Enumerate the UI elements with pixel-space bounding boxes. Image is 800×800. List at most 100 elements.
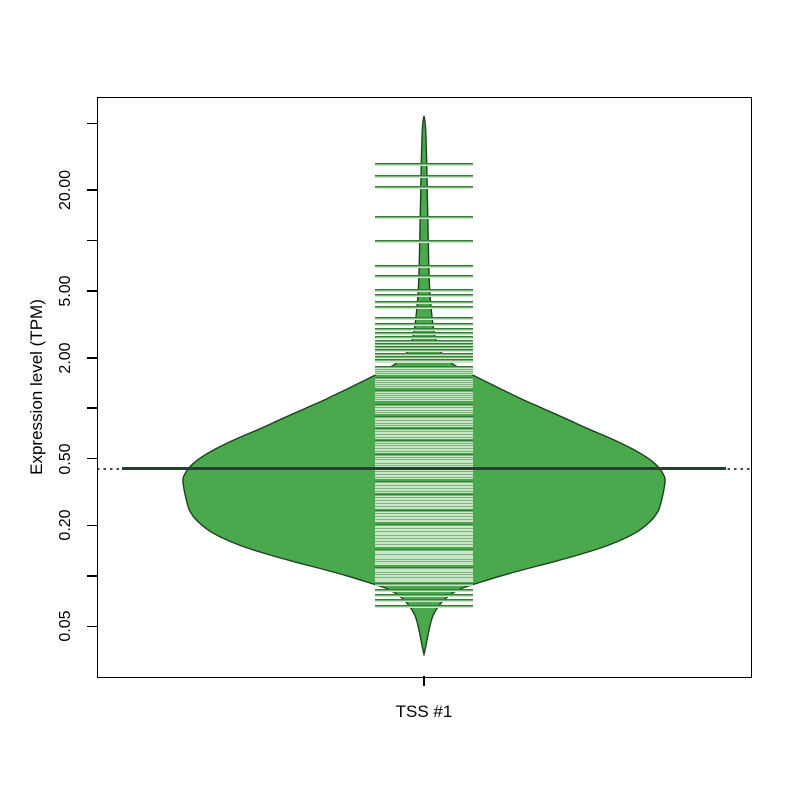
y-axis-tick: [87, 189, 97, 191]
plot-border-box: [97, 97, 752, 678]
beanline-observation: [375, 599, 473, 603]
beanline-observation: [375, 365, 473, 369]
beanline-observation: [375, 215, 473, 219]
beanline-observation: [375, 594, 473, 598]
beanline-observation: [375, 442, 473, 446]
beanline-observation: [375, 529, 473, 533]
beanline-observation: [375, 316, 473, 320]
beanline-observation: [375, 377, 473, 381]
beanline-observation: [375, 300, 473, 304]
beanline-observation: [375, 428, 473, 432]
beanline-observation: [375, 504, 473, 508]
beanline-observation: [375, 510, 473, 514]
beanline-observation: [375, 327, 473, 331]
y-axis-tick: [87, 122, 97, 125]
beanline-observation: [375, 531, 473, 535]
beanline-observation: [375, 604, 473, 608]
beanline-observation: [375, 369, 473, 373]
beanline-observation: [375, 265, 473, 269]
beanline-observation: [375, 340, 473, 343]
beanline-observation: [375, 542, 473, 546]
beanline-observation: [375, 480, 473, 484]
beanline-observation: [375, 411, 473, 415]
y-axis-tick: [87, 524, 97, 527]
bean-average-line: [122, 467, 726, 471]
beanline-observation: [375, 305, 473, 309]
beanline-observation: [375, 534, 473, 538]
beanline-observation: [375, 381, 473, 385]
beanline-observation: [375, 358, 473, 362]
beanline-observation: [375, 239, 473, 243]
beanline-observation: [375, 379, 473, 383]
beanline-observation: [375, 486, 473, 490]
beanline-observation: [375, 457, 473, 461]
beanline-observation: [375, 455, 473, 459]
beanline-observation: [375, 474, 473, 478]
beanline-observation: [375, 497, 473, 501]
beanline-observation: [375, 405, 473, 409]
beanline-observation: [375, 566, 473, 570]
beanline-observation: [375, 417, 473, 421]
beanline-observation: [375, 431, 473, 435]
beanline-observation: [375, 356, 473, 360]
y-axis-tick: [87, 407, 97, 409]
beanline-observation: [375, 471, 473, 475]
beanline-observation: [375, 342, 473, 346]
beanline-observation: [375, 288, 473, 292]
beanline-observation: [375, 460, 473, 464]
beanline-observation: [375, 323, 473, 327]
beanline-observation: [375, 548, 473, 552]
beanline-observation: [375, 537, 473, 541]
y-axis-tick: [87, 457, 97, 460]
beanline-observation: [375, 559, 473, 563]
beanline-observation: [375, 511, 473, 515]
beanline-observation: [375, 331, 473, 335]
beanline-observation: [375, 555, 473, 559]
y-axis-tick: [87, 575, 97, 577]
y-axis-tick: [87, 290, 97, 292]
beanline-observation: [375, 394, 473, 398]
beanline-observation: [375, 550, 473, 554]
y-axis-tick: [87, 625, 97, 628]
beanline-observation: [375, 360, 473, 364]
beanline-observation: [375, 275, 473, 279]
beanline-observation: [375, 415, 473, 419]
beanline-observation: [375, 429, 473, 433]
beanline-observation: [375, 349, 473, 353]
y-tick-label: 2.00: [57, 342, 74, 374]
beanline-observation: [375, 448, 473, 452]
beanline-observation: [375, 582, 473, 586]
beanline-observation: [375, 454, 473, 458]
beanline-observation: [375, 396, 473, 400]
beanline-observation: [375, 588, 473, 592]
beanline-observation: [375, 407, 473, 411]
beanline-observation: [375, 434, 473, 438]
beanline-observation: [375, 390, 473, 394]
y-tick-label: 0.20: [57, 509, 74, 542]
beanline-observation: [375, 163, 473, 167]
beanline-observation: [375, 488, 473, 492]
beanline-observation: [375, 382, 473, 386]
y-axis-tick: [87, 357, 97, 359]
beanline-observation: [375, 463, 473, 467]
beanline-observation: [375, 418, 473, 422]
beanline-observation: [375, 346, 473, 350]
beanline-observation: [375, 494, 473, 498]
beanline-observation: [375, 398, 473, 402]
beanline-observation: [375, 371, 473, 375]
x-category-label: TSS #1: [395, 702, 453, 721]
beanline-observation: [375, 432, 473, 436]
y-tick-label: 0.05: [57, 610, 74, 642]
beanline-observation: [375, 440, 473, 444]
beanline-observation: [375, 174, 473, 178]
beanline-observation: [375, 384, 473, 388]
beanline-observation: [375, 449, 473, 453]
beanline-observation: [375, 423, 473, 427]
y-tick-label: 0.50: [57, 443, 74, 475]
beanline-observation: [375, 516, 473, 520]
y-axis-tick: [87, 239, 97, 242]
beanline-observation: [375, 519, 473, 523]
beanline-observation: [375, 498, 473, 502]
beanline-observation: [375, 514, 473, 518]
